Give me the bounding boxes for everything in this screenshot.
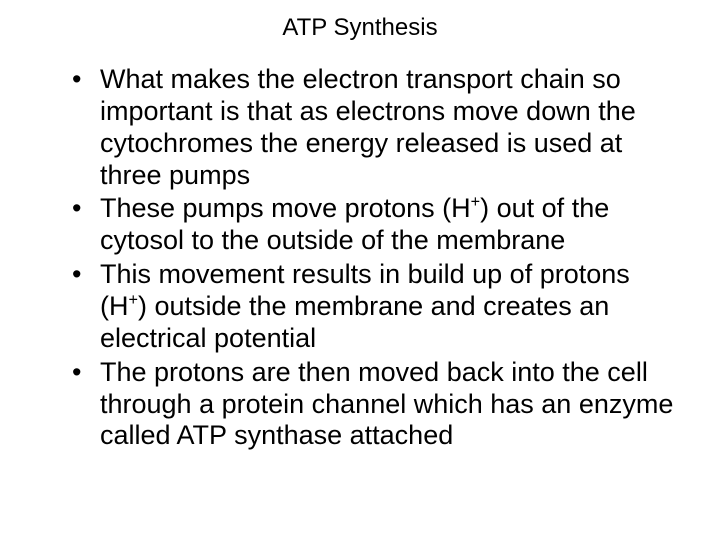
list-item: This movement results in build up of pro… bbox=[76, 259, 680, 355]
list-item: These pumps move protons (H+) out of the… bbox=[76, 193, 680, 257]
list-item: What makes the electron transport chain … bbox=[76, 64, 680, 191]
list-item: The protons are then moved back into the… bbox=[76, 357, 680, 453]
slide-title: ATP Synthesis bbox=[40, 14, 680, 42]
bullet-list: What makes the electron transport chain … bbox=[40, 64, 680, 452]
